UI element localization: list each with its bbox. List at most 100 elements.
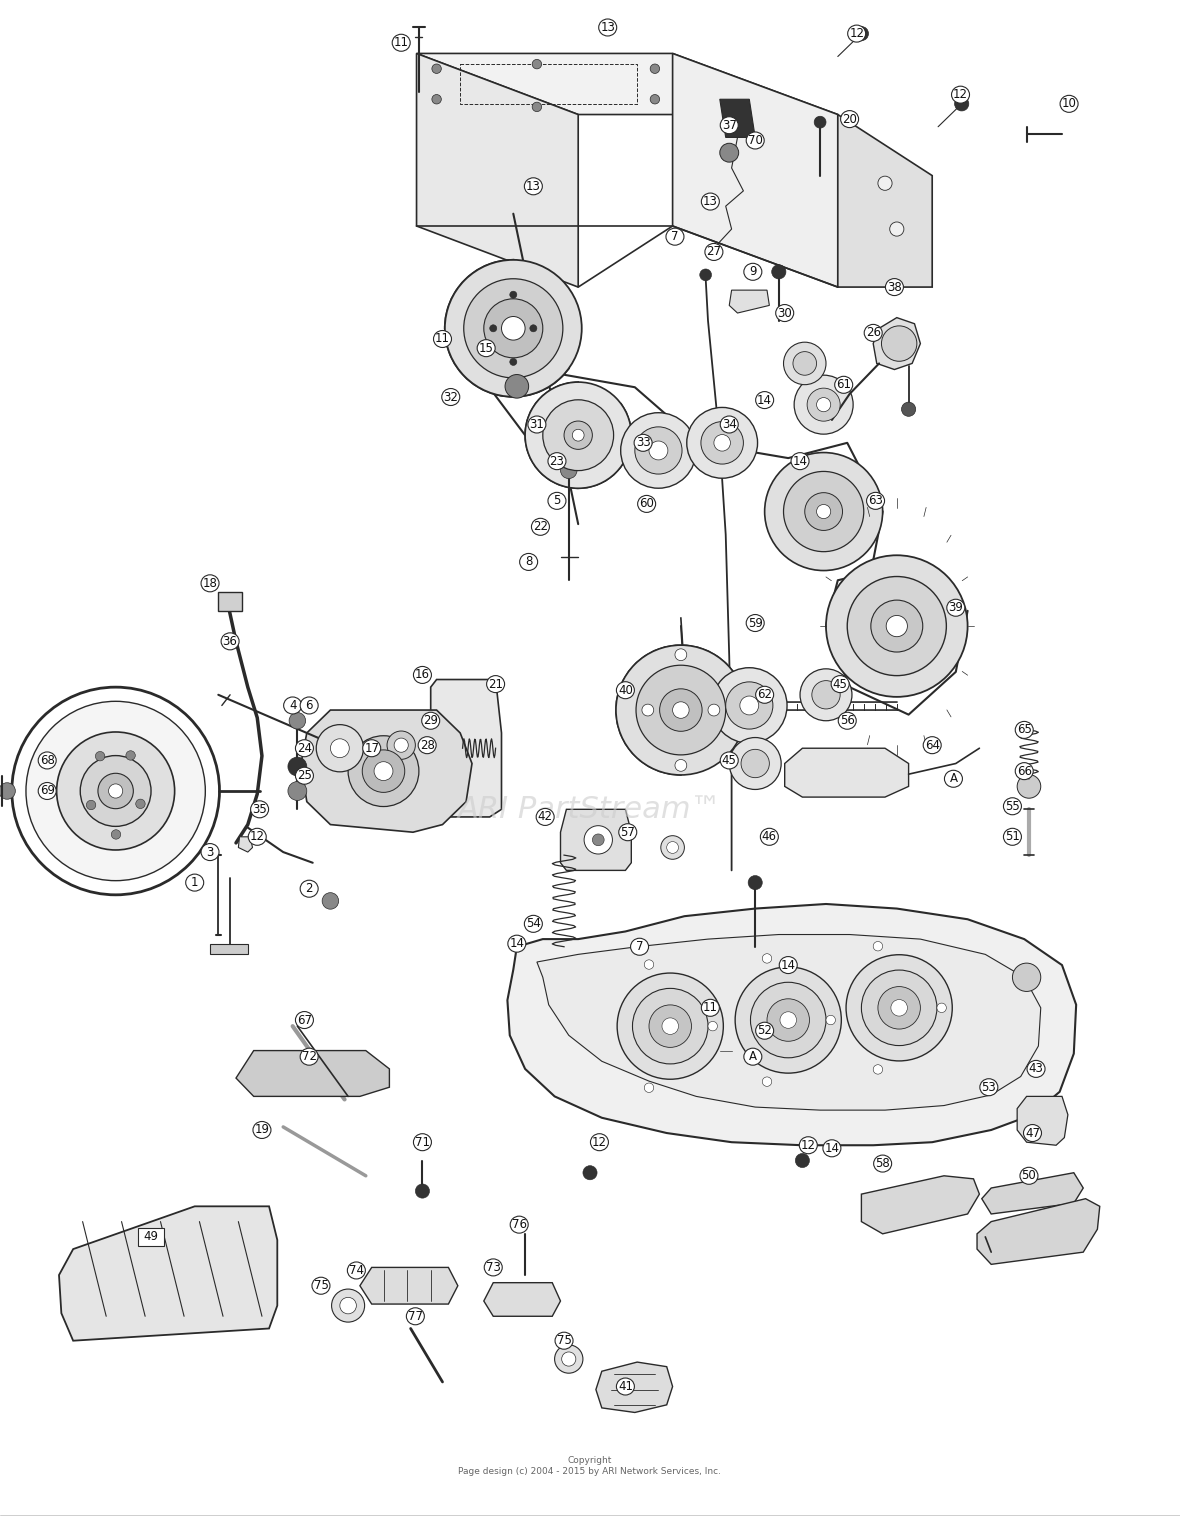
Text: 29: 29 — [424, 715, 438, 727]
Polygon shape — [417, 53, 838, 115]
Text: 33: 33 — [636, 437, 650, 449]
Circle shape — [748, 875, 762, 890]
Ellipse shape — [866, 492, 885, 510]
Text: 8: 8 — [525, 556, 532, 568]
Ellipse shape — [1027, 1060, 1045, 1078]
Text: 19: 19 — [255, 1124, 269, 1136]
Circle shape — [793, 351, 817, 376]
Circle shape — [780, 1012, 796, 1028]
Polygon shape — [236, 1051, 389, 1096]
Ellipse shape — [524, 177, 543, 195]
Text: 45: 45 — [833, 678, 847, 690]
Text: 6: 6 — [306, 699, 313, 712]
Text: 68: 68 — [40, 754, 54, 767]
Ellipse shape — [555, 1332, 573, 1350]
Ellipse shape — [885, 278, 904, 296]
Text: 12: 12 — [953, 89, 968, 101]
Circle shape — [642, 704, 654, 716]
Text: 20: 20 — [843, 113, 857, 125]
Ellipse shape — [536, 808, 555, 826]
Text: 49: 49 — [144, 1231, 158, 1243]
FancyBboxPatch shape — [138, 1228, 164, 1246]
Text: 67: 67 — [297, 1014, 312, 1026]
Circle shape — [765, 452, 883, 571]
Circle shape — [800, 669, 852, 721]
Ellipse shape — [295, 767, 314, 785]
Ellipse shape — [873, 1154, 892, 1173]
Ellipse shape — [779, 956, 798, 974]
Circle shape — [675, 649, 687, 661]
Circle shape — [740, 696, 759, 715]
Circle shape — [741, 750, 769, 777]
Circle shape — [805, 493, 843, 530]
Text: 18: 18 — [203, 577, 217, 589]
Text: 9: 9 — [749, 266, 756, 278]
Circle shape — [675, 759, 687, 771]
Text: 12: 12 — [850, 27, 864, 40]
Text: 71: 71 — [415, 1136, 430, 1148]
Circle shape — [322, 893, 339, 909]
Polygon shape — [417, 53, 578, 287]
Text: 2: 2 — [306, 883, 313, 895]
Text: 70: 70 — [748, 134, 762, 147]
Circle shape — [387, 731, 415, 759]
Circle shape — [750, 982, 826, 1058]
Circle shape — [847, 577, 946, 675]
Circle shape — [817, 397, 831, 412]
Circle shape — [812, 681, 840, 709]
Ellipse shape — [834, 376, 853, 394]
Ellipse shape — [300, 696, 319, 715]
Text: 77: 77 — [408, 1310, 422, 1322]
Text: 34: 34 — [722, 418, 736, 431]
Circle shape — [1012, 964, 1041, 991]
Text: 66: 66 — [1017, 765, 1031, 777]
Text: 17: 17 — [365, 742, 379, 754]
Ellipse shape — [799, 1136, 818, 1154]
Circle shape — [362, 750, 405, 793]
Ellipse shape — [312, 1277, 330, 1295]
Ellipse shape — [1015, 762, 1034, 780]
Text: 14: 14 — [510, 938, 524, 950]
Text: 21: 21 — [489, 678, 503, 690]
Circle shape — [794, 376, 853, 434]
Polygon shape — [1017, 1096, 1068, 1145]
Text: 7: 7 — [671, 231, 678, 243]
Text: 14: 14 — [781, 959, 795, 971]
Polygon shape — [720, 99, 755, 137]
Text: 27: 27 — [707, 246, 721, 258]
Ellipse shape — [1015, 721, 1034, 739]
Circle shape — [330, 739, 349, 757]
Circle shape — [415, 1183, 430, 1199]
Ellipse shape — [347, 1261, 366, 1280]
Text: 75: 75 — [557, 1335, 571, 1347]
Ellipse shape — [944, 770, 963, 788]
Circle shape — [650, 64, 660, 73]
Text: 12: 12 — [801, 1139, 815, 1151]
Polygon shape — [560, 809, 631, 870]
Polygon shape — [59, 1206, 277, 1341]
Circle shape — [432, 64, 441, 73]
Ellipse shape — [548, 492, 566, 510]
Circle shape — [784, 472, 864, 551]
Circle shape — [881, 325, 917, 362]
Ellipse shape — [248, 828, 267, 846]
Circle shape — [289, 713, 306, 728]
Circle shape — [532, 60, 542, 69]
Ellipse shape — [838, 712, 857, 730]
Polygon shape — [431, 680, 502, 817]
Ellipse shape — [413, 1133, 432, 1151]
Text: 58: 58 — [876, 1157, 890, 1170]
Text: 64: 64 — [925, 739, 939, 751]
Ellipse shape — [201, 843, 219, 861]
Circle shape — [708, 704, 720, 716]
Text: 35: 35 — [253, 803, 267, 815]
Ellipse shape — [548, 452, 566, 470]
Text: 30: 30 — [778, 307, 792, 319]
Circle shape — [861, 970, 937, 1046]
Polygon shape — [729, 290, 769, 313]
Polygon shape — [873, 318, 920, 370]
Polygon shape — [218, 592, 242, 611]
Ellipse shape — [300, 880, 319, 898]
Circle shape — [635, 428, 682, 473]
Ellipse shape — [38, 751, 57, 770]
